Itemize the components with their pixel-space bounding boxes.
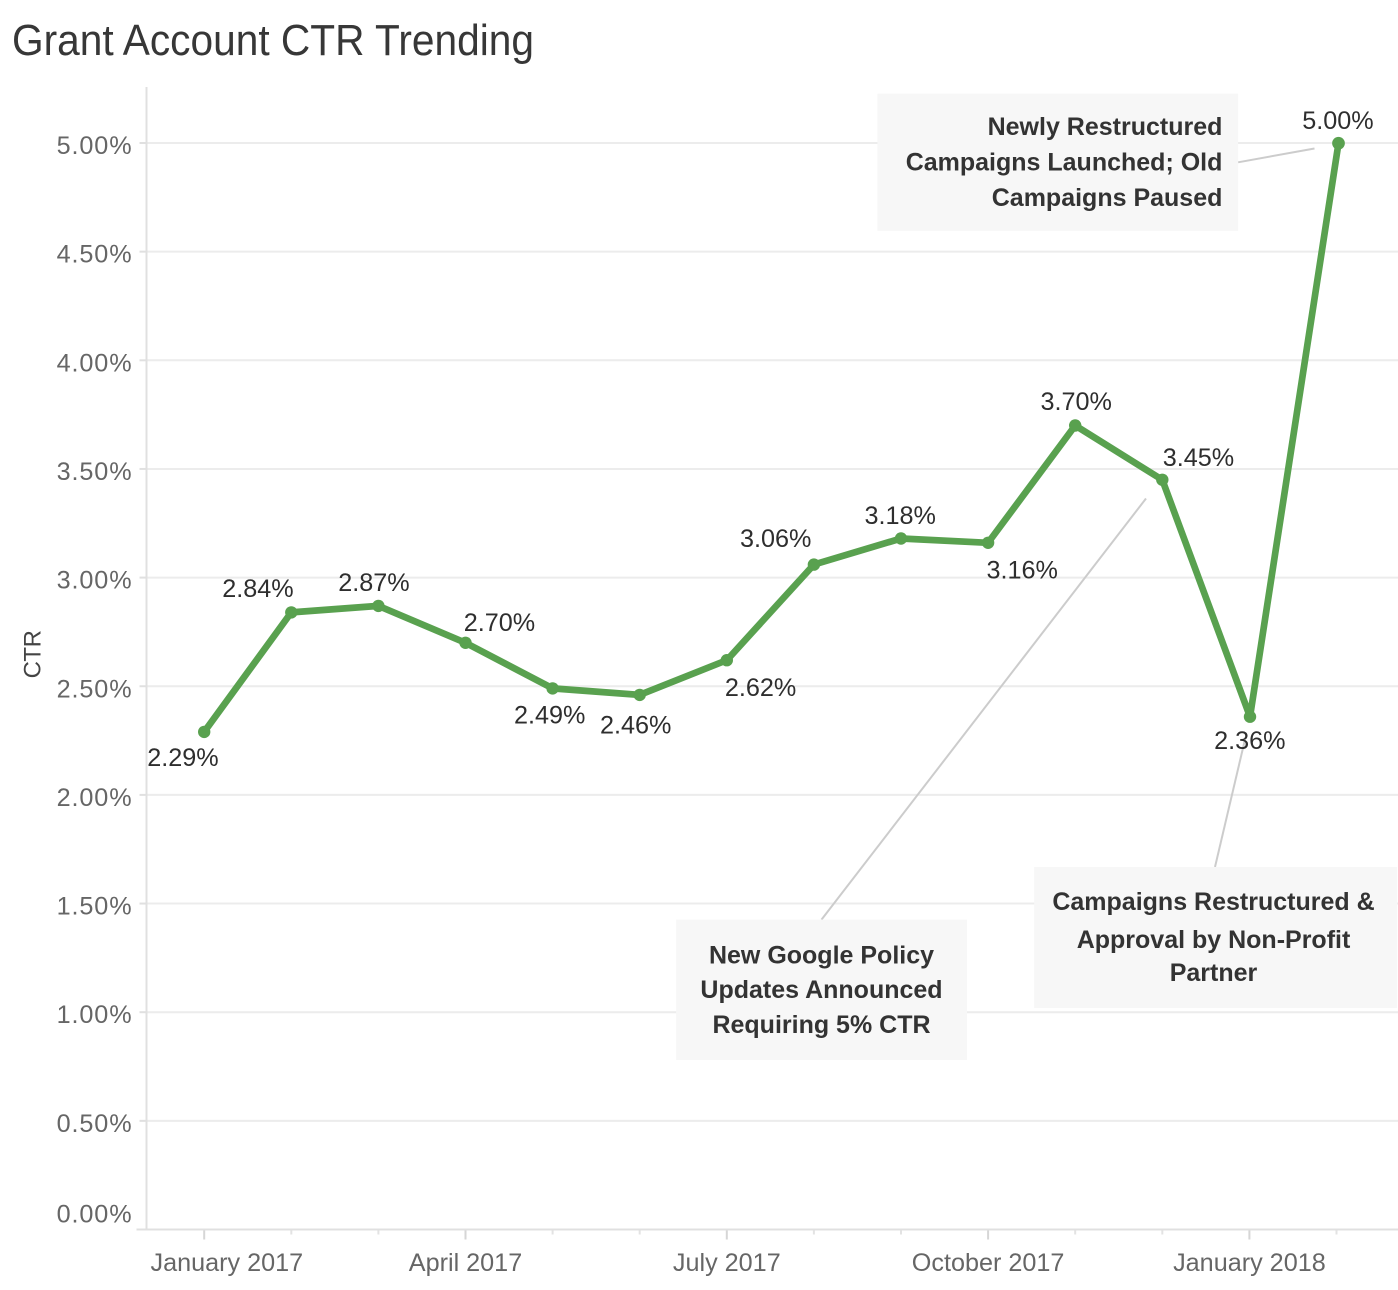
svg-text:October 2017: October 2017	[912, 1249, 1065, 1277]
svg-text:5.00%: 5.00%	[1302, 107, 1373, 135]
svg-text:Campaigns Launched; Old: Campaigns Launched; Old	[906, 149, 1223, 177]
svg-text:3.18%: 3.18%	[864, 502, 935, 530]
svg-text:Approval by Non-Profit: Approval by Non-Profit	[1077, 926, 1351, 954]
svg-text:2.36%: 2.36%	[1214, 727, 1285, 755]
svg-text:5.00%: 5.00%	[57, 132, 133, 160]
svg-text:July 2017: July 2017	[673, 1249, 781, 1277]
svg-text:Updates Announced: Updates Announced	[700, 976, 942, 1004]
svg-text:2.62%: 2.62%	[725, 674, 796, 702]
svg-text:0.00%: 0.00%	[57, 1201, 133, 1229]
svg-text:4.00%: 4.00%	[57, 349, 133, 377]
svg-text:2.70%: 2.70%	[464, 609, 535, 637]
svg-text:Partner: Partner	[1170, 959, 1258, 987]
svg-text:Requiring 5% CTR: Requiring 5% CTR	[712, 1011, 930, 1039]
svg-text:Newly Restructured: Newly Restructured	[988, 113, 1223, 141]
svg-text:0.50%: 0.50%	[57, 1110, 133, 1138]
svg-text:2.49%: 2.49%	[514, 702, 585, 730]
svg-text:January 2017: January 2017	[151, 1249, 304, 1277]
svg-text:Campaigns Restructured &: Campaigns Restructured &	[1052, 888, 1374, 916]
svg-text:April 2017: April 2017	[409, 1249, 522, 1277]
svg-text:2.50%: 2.50%	[57, 675, 133, 703]
svg-text:3.45%: 3.45%	[1163, 444, 1234, 472]
svg-text:2.00%: 2.00%	[57, 784, 133, 812]
svg-text:Grant Account CTR Trending: Grant Account CTR Trending	[12, 16, 534, 65]
svg-text:3.00%: 3.00%	[57, 567, 133, 595]
svg-text:New Google Policy: New Google Policy	[709, 941, 934, 969]
svg-text:CTR: CTR	[20, 630, 47, 678]
svg-text:1.00%: 1.00%	[57, 1001, 133, 1029]
svg-text:3.50%: 3.50%	[57, 458, 133, 486]
svg-text:Campaigns Paused: Campaigns Paused	[992, 184, 1223, 212]
svg-text:2.46%: 2.46%	[600, 712, 671, 740]
svg-text:3.06%: 3.06%	[740, 525, 811, 553]
svg-text:January 2018: January 2018	[1173, 1249, 1326, 1277]
svg-text:3.70%: 3.70%	[1040, 388, 1111, 416]
svg-text:2.29%: 2.29%	[147, 744, 218, 772]
svg-text:1.50%: 1.50%	[57, 893, 133, 921]
svg-text:3.16%: 3.16%	[986, 557, 1057, 585]
svg-text:2.84%: 2.84%	[222, 575, 293, 603]
svg-text:2.87%: 2.87%	[338, 569, 409, 597]
svg-text:4.50%: 4.50%	[57, 241, 133, 269]
